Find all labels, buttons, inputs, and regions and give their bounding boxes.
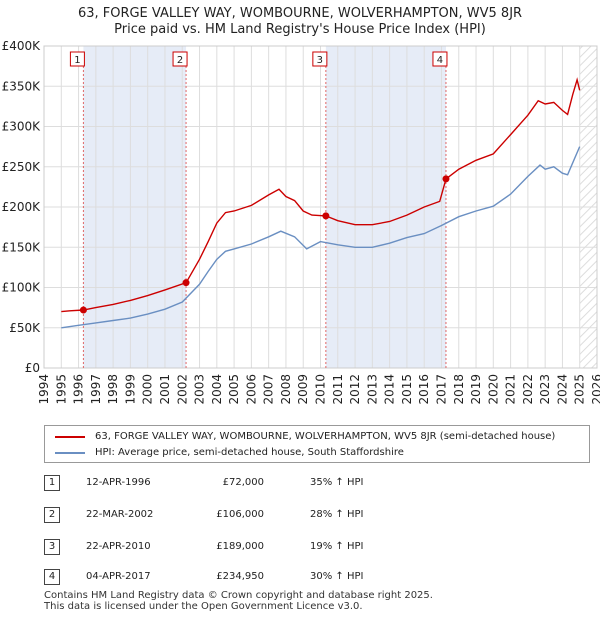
sale-marker-number: 1	[74, 55, 80, 66]
x-tick-label: 2006	[244, 374, 258, 405]
x-tick-label: 2012	[348, 374, 362, 405]
x-tick-label: 2026	[590, 374, 600, 405]
transaction-date: 22-APR-2010	[86, 541, 151, 552]
transaction-price: £189,000	[216, 541, 264, 552]
transaction-row: 2 22-MAR-2002 £106,000 28% ↑ HPI	[44, 505, 464, 525]
x-tick-label: 2024	[555, 374, 569, 405]
y-tick-label: £0	[25, 361, 40, 375]
x-tick-label: 1998	[106, 374, 120, 405]
transaction-hpi: 19% ↑ HPI	[310, 541, 364, 552]
x-tick-label: 2025	[573, 374, 587, 405]
x-tick-label: 2009	[296, 374, 310, 405]
transaction-hpi: 28% ↑ HPI	[310, 509, 364, 520]
x-tick-label: 2021	[504, 374, 518, 405]
y-tick-label: £300K	[2, 120, 42, 134]
transaction-date: 04-APR-2017	[86, 571, 151, 582]
x-tick-label: 2005	[227, 374, 241, 405]
sale-marker-number: 4	[437, 55, 443, 66]
x-tick-label: 2011	[331, 374, 345, 405]
sale-point	[182, 279, 190, 287]
x-tick-label: 2000	[141, 374, 155, 405]
footer: Contains HM Land Registry data © Crown c…	[44, 590, 433, 612]
transaction-hpi: 30% ↑ HPI	[310, 571, 364, 582]
plot-frame	[43, 45, 598, 369]
legend: 63, FORGE VALLEY WAY, WOMBOURNE, WOLVERH…	[44, 425, 590, 463]
chart-subtitle: Price paid vs. HM Land Registry's House …	[114, 22, 486, 37]
x-tick-label: 2001	[158, 374, 172, 405]
transaction-row: 3 22-APR-2010 £189,000 19% ↑ HPI	[44, 537, 464, 557]
x-tick-label: 2020	[486, 374, 500, 405]
chart-title: 63, FORGE VALLEY WAY, WOMBOURNE, WOLVERH…	[77, 6, 523, 21]
y-tick-label: £350K	[2, 79, 42, 93]
sale-marker-number: 3	[317, 55, 323, 66]
y-tick-label: £150K	[2, 240, 42, 254]
legend-swatch-red	[55, 435, 85, 438]
series-line-hpi	[61, 146, 581, 329]
transaction-price: £72,000	[222, 477, 264, 488]
transaction-price: £106,000	[216, 509, 264, 520]
transaction-price: £234,950	[216, 571, 264, 582]
x-tick-label: 1999	[123, 374, 137, 405]
y-tick-label: £400K	[2, 39, 42, 53]
transaction-date: 22-MAR-2002	[86, 509, 154, 520]
x-tick-label: 2014	[383, 374, 397, 405]
x-tick-label: 2003	[193, 374, 207, 405]
sale-marker-box	[312, 51, 328, 67]
transaction-date: 12-APR-1996	[86, 477, 151, 488]
x-tick-label: 1997	[89, 374, 103, 405]
legend-item-property: 63, FORGE VALLEY WAY, WOMBOURNE, WOLVERH…	[55, 431, 555, 442]
sale-marker-box	[432, 51, 448, 67]
sale-point	[322, 212, 330, 220]
x-tick-label: 2013	[365, 374, 379, 405]
x-tick-label: 1995	[54, 374, 68, 405]
footer-licence: This data is licensed under the Open Gov…	[44, 601, 363, 612]
sale-point	[79, 306, 87, 314]
sale-marker-box	[69, 51, 85, 67]
sale-marker-box	[172, 51, 188, 67]
x-tick-label: 2007	[262, 374, 276, 405]
legend-label-hpi: HPI: Average price, semi-detached house,…	[95, 447, 404, 458]
transaction-number: 1	[44, 475, 60, 491]
y-tick-label: £100K	[2, 281, 42, 295]
sale-point	[442, 175, 450, 183]
legend-label-property: 63, FORGE VALLEY WAY, WOMBOURNE, WOLVERH…	[95, 431, 556, 442]
transaction-number: 2	[44, 507, 60, 523]
x-tick-label: 2022	[521, 374, 535, 405]
legend-swatch-blue	[55, 451, 85, 454]
y-tick-label: £200K	[2, 200, 42, 214]
x-tick-label: 1996	[72, 374, 86, 405]
sale-marker-number: 2	[177, 55, 183, 66]
legend-item-hpi: HPI: Average price, semi-detached house,…	[55, 447, 404, 458]
footer-copyright: Contains HM Land Registry data © Crown c…	[44, 590, 433, 601]
x-tick-label: 2002	[175, 374, 189, 405]
transaction-number: 3	[44, 539, 60, 555]
x-tick-label: 2023	[538, 374, 552, 405]
transaction-number: 4	[44, 569, 60, 585]
transaction-hpi: 35% ↑ HPI	[310, 477, 364, 488]
x-tick-label: 2010	[314, 374, 328, 405]
x-tick-label: 2016	[417, 374, 431, 405]
x-tick-label: 2018	[452, 374, 466, 405]
x-tick-label: 2008	[279, 374, 293, 405]
x-tick-label: 2004	[210, 374, 224, 405]
y-tick-label: £250K	[2, 160, 42, 174]
x-tick-label: 2017	[434, 374, 448, 405]
x-tick-label: 2019	[469, 374, 483, 405]
x-tick-label: 1994	[37, 374, 51, 405]
price-chart: £0 £50K £100K £150K £200K £250K £300K £350K £400…	[2, 39, 600, 405]
transaction-row: 4 04-APR-2017 £234,950 30% ↑ HPI	[44, 567, 464, 587]
x-tick-label: 2015	[400, 374, 414, 405]
transaction-row: 1 12-APR-1996 £72,000 35% ↑ HPI	[44, 473, 464, 493]
y-tick-label: £50K	[9, 321, 41, 335]
